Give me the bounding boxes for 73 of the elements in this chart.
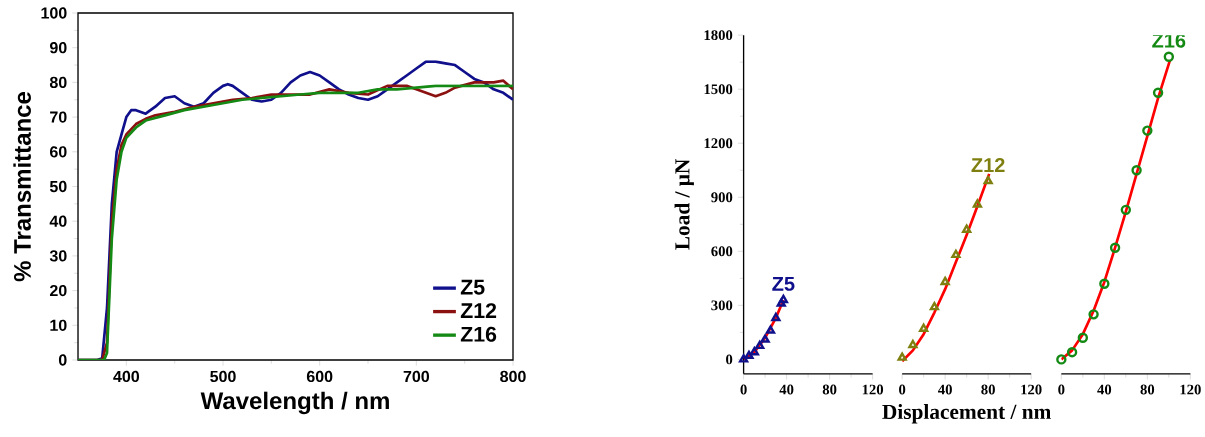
x-tick-label: 0 <box>740 384 747 395</box>
y-tick-label: 600 <box>711 246 733 257</box>
x-tick-label: 80 <box>1140 384 1155 395</box>
point <box>1099 278 1110 289</box>
y-tick-label: 60 <box>50 146 67 158</box>
point <box>940 276 950 286</box>
point <box>983 175 993 185</box>
point <box>972 199 983 208</box>
x-axis-title: Wavelength / nm <box>200 391 389 415</box>
legend-label: Z12 <box>460 303 497 319</box>
legend-label: Z16 <box>460 326 497 342</box>
y-axis-title: Load / μN <box>674 159 694 250</box>
y-tick-label: 900 <box>711 192 733 203</box>
point <box>755 340 765 350</box>
y-tick-label: 40 <box>49 215 67 227</box>
point <box>1056 354 1067 365</box>
point <box>897 352 907 361</box>
point <box>929 301 940 311</box>
y-tick-label: 100 <box>41 7 67 19</box>
point <box>951 249 961 259</box>
y-tick-label: 0 <box>58 354 67 366</box>
legend-label: Z5 <box>460 279 485 295</box>
x-tick-label: 40 <box>938 384 952 395</box>
x-tick-label: 80 <box>981 384 995 395</box>
y-axis-title: % Transmittance <box>13 91 31 282</box>
y-tick-label: 300 <box>711 300 733 311</box>
point <box>1066 346 1078 358</box>
point <box>738 354 749 363</box>
x-tick-label: 400 <box>113 370 140 383</box>
series-label: Z5 <box>772 276 795 291</box>
point <box>744 350 754 359</box>
x-tick-label: 120 <box>1180 384 1201 395</box>
y-tick-label: 1200 <box>704 138 733 149</box>
x-tick-label: 0 <box>1058 384 1065 395</box>
series-label: Z12 <box>971 157 1005 172</box>
point <box>1088 309 1099 320</box>
y-tick-label: 30 <box>49 250 67 262</box>
point <box>1109 242 1121 253</box>
point <box>1120 204 1132 216</box>
point <box>1163 51 1175 62</box>
point <box>1131 165 1142 176</box>
y-tick-label: 10 <box>50 319 67 331</box>
x-tick-label: 120 <box>1021 384 1042 395</box>
x-tick-label: 800 <box>500 370 526 383</box>
point <box>1152 87 1164 98</box>
x-tick-label: 40 <box>1097 384 1112 395</box>
point <box>778 294 789 304</box>
x-tick-label: 80 <box>822 384 837 395</box>
point <box>771 312 781 322</box>
x-tick-label: 500 <box>210 370 236 383</box>
point <box>961 224 972 233</box>
x-tick-label: 700 <box>403 370 430 383</box>
y-tick-label: 70 <box>50 111 67 123</box>
x-axis-title: Displacement / nm <box>882 404 1051 424</box>
y-tick-label: 0 <box>726 354 733 365</box>
point <box>918 323 929 332</box>
y-tick-label: 20 <box>49 284 67 297</box>
x-tick-label: 0 <box>899 384 906 395</box>
y-tick-label: 50 <box>49 180 67 193</box>
point <box>760 334 770 343</box>
point <box>765 325 776 334</box>
point <box>1142 125 1153 136</box>
y-tick-label: 80 <box>49 76 67 89</box>
point <box>776 298 786 307</box>
point <box>908 339 918 349</box>
x-tick-label: 40 <box>779 384 794 395</box>
y-tick-label: 1800 <box>704 30 733 41</box>
x-tick-label: 600 <box>306 370 333 383</box>
y-tick-label: 1500 <box>704 84 733 95</box>
y-tick-label: 90 <box>49 42 67 54</box>
x-tick-label: 120 <box>862 384 884 395</box>
point <box>749 346 760 356</box>
point <box>1077 332 1089 343</box>
